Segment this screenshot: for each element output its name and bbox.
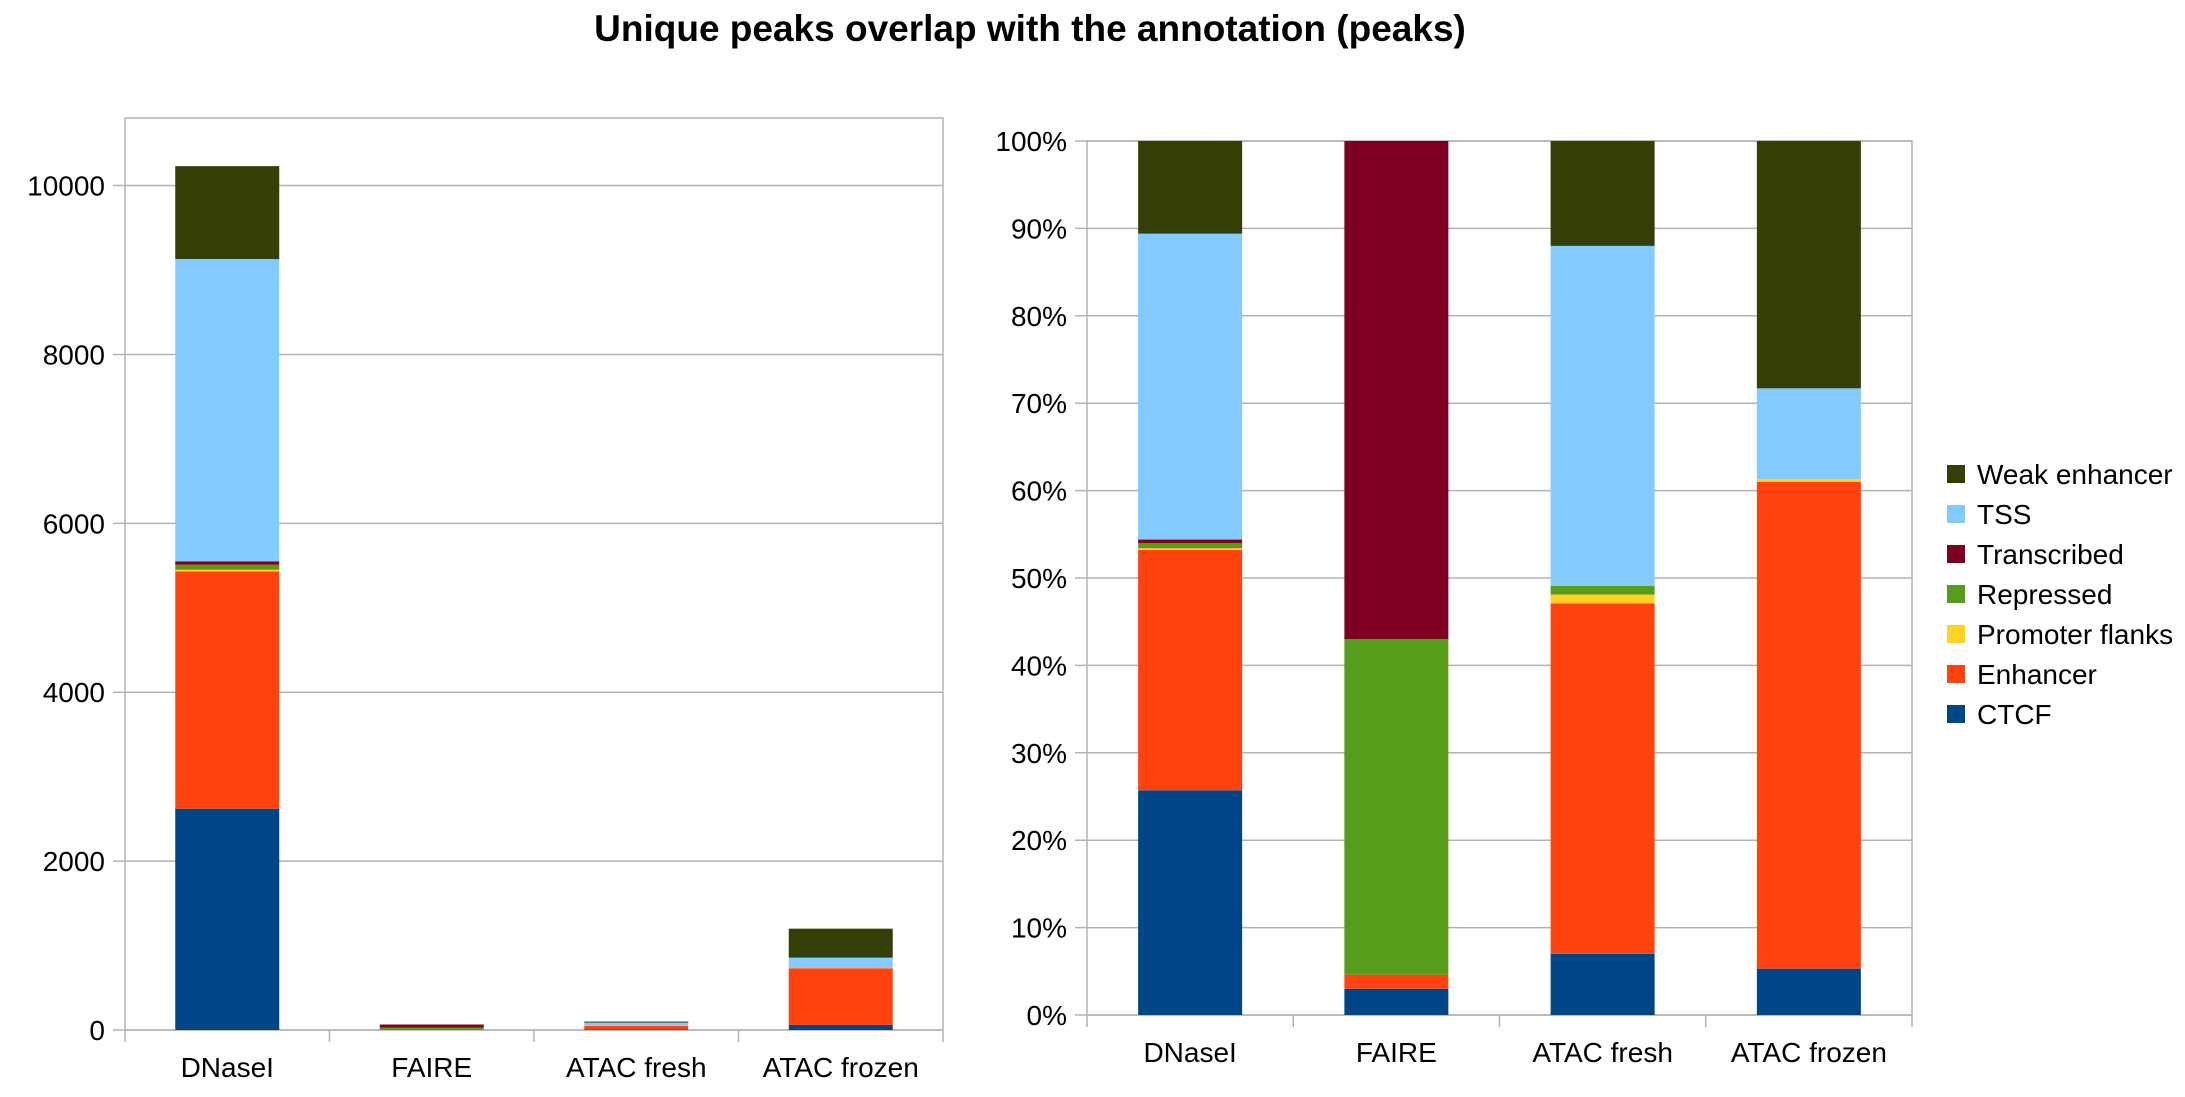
bar-right-atac-frozen-tss [1756, 388, 1861, 480]
x-category-label-right: FAIRE [1356, 1037, 1437, 1068]
bar-left-dnasei-enhancer [175, 571, 280, 809]
bar-right-dnasei-weak-enhancer [1138, 141, 1243, 234]
legend-label-weak-enhancer: Weak enhancer [1977, 459, 2173, 490]
bar-right-dnasei-ctcf [1138, 790, 1243, 1015]
bar-right-faire-enhancer [1344, 974, 1449, 989]
bar-right-faire-transcribed [1344, 141, 1449, 640]
legend-label-repressed: Repressed [1977, 579, 2112, 610]
y-tick-label-right: 70% [1011, 388, 1067, 419]
bar-left-faire-transcribed [379, 1024, 484, 1028]
bar-left-atac-fresh-tss [584, 1022, 689, 1026]
bar-right-atac-frozen-promoter-flanks [1756, 479, 1861, 482]
absolute-stacked-bar-chart: 0 2000 4000 6000 8000 10000 DNaseI FAIRE ATAC fr… [27, 117, 944, 1083]
bar-left-dnasei-ctcf [175, 808, 280, 1030]
bar-right-atac-fresh-repressed [1550, 585, 1655, 595]
bar-right-faire-repressed [1344, 639, 1449, 975]
legend-swatch-ctcf [1947, 705, 1965, 723]
chart-title: Unique peaks overlap with the annotation… [594, 8, 1466, 49]
x-category-label-left: FAIRE [391, 1052, 472, 1083]
y-tick-label-right: 100% [995, 126, 1067, 157]
x-category-label-left: ATAC frozen [763, 1052, 919, 1083]
bar-right-atac-frozen-weak-enhancer [1756, 141, 1861, 389]
bar-left-dnasei-tss [175, 259, 280, 562]
y-tick-label-right: 30% [1011, 738, 1067, 769]
bar-left-atac-frozen-tss [788, 957, 893, 969]
y-tick-label-right: 90% [1011, 213, 1067, 244]
bar-right-atac-fresh-enhancer [1550, 603, 1655, 954]
legend-swatch-weak-enhancer [1947, 465, 1965, 483]
legend: Weak enhancer TSS Transcribed Repressed Prom… [1947, 459, 2173, 730]
y-tick-label-left: 6000 [43, 508, 105, 539]
legend-swatch-repressed [1947, 585, 1965, 603]
bar-right-atac-fresh-tss [1550, 245, 1655, 586]
bar-left-atac-frozen-enhancer [788, 968, 893, 1025]
y-tick-label-right: 0% [1027, 1000, 1067, 1031]
bar-right-atac-fresh-promoter-flanks [1550, 594, 1655, 604]
bar-right-faire-ctcf [1344, 988, 1449, 1015]
bar-right-dnasei-tss [1138, 233, 1243, 540]
bar-left-atac-frozen-ctcf [788, 1024, 893, 1030]
y-tick-label-left: 4000 [43, 677, 105, 708]
legend-swatch-tss [1947, 505, 1965, 523]
legend-label-promoter-flanks: Promoter flanks [1977, 619, 2173, 650]
x-category-label-left: DNaseI [181, 1052, 274, 1083]
bar-left-atac-fresh-enhancer [584, 1026, 689, 1030]
y-tick-label-left: 8000 [43, 339, 105, 370]
y-tick-label-right: 40% [1011, 650, 1067, 681]
bar-left-atac-fresh-ctcf [584, 1029, 689, 1030]
y-tick-label-left: 2000 [43, 846, 105, 877]
bar-right-dnasei-promoter-flanks [1138, 548, 1243, 551]
bar-right-atac-frozen-ctcf [1756, 968, 1861, 1015]
bar-right-dnasei-repressed [1138, 543, 1243, 549]
y-tick-label-left: 0 [89, 1015, 105, 1046]
legend-swatch-enhancer [1947, 665, 1965, 683]
legend-label-tss: TSS [1977, 499, 2031, 530]
bar-right-atac-fresh-ctcf [1550, 953, 1655, 1015]
y-tick-label-right: 50% [1011, 563, 1067, 594]
x-category-label-right: ATAC fresh [1532, 1037, 1673, 1068]
bar-left-atac-frozen-weak-enhancer [788, 928, 893, 958]
y-tick-label-right: 10% [1011, 913, 1067, 944]
legend-label-transcribed: Transcribed [1977, 539, 2124, 570]
y-tick-label-right: 60% [1011, 476, 1067, 507]
legend-label-ctcf: CTCF [1977, 699, 2052, 730]
legend-label-enhancer: Enhancer [1977, 659, 2097, 690]
x-category-label-left: ATAC fresh [566, 1052, 707, 1083]
y-tick-label-right: 20% [1011, 825, 1067, 856]
bar-left-atac-fresh-weak-enhancer [584, 1021, 689, 1023]
bar-left-dnasei-weak-enhancer [175, 166, 280, 260]
x-category-label-right: DNaseI [1143, 1037, 1236, 1068]
bar-left-dnasei-repressed [175, 564, 280, 570]
y-tick-label-left: 10000 [27, 171, 105, 202]
percent-stacked-bar-chart: 0% 10% 20% 30% 40% 50% 60% 70% 80% 90% 100% DNaseI F… [995, 126, 1913, 1068]
legend-swatch-promoter-flanks [1947, 625, 1965, 643]
bar-right-atac-frozen-enhancer [1756, 481, 1861, 969]
bar-right-dnasei-enhancer [1138, 550, 1243, 791]
bar-left-dnasei-transcribed [175, 561, 280, 565]
x-category-label-right: ATAC frozen [1731, 1037, 1887, 1068]
bar-left-dnasei-promoter-flanks [175, 569, 280, 572]
bar-right-dnasei-transcribed [1138, 539, 1243, 544]
y-tick-label-right: 80% [1011, 301, 1067, 332]
bar-right-atac-fresh-weak-enhancer [1550, 141, 1655, 246]
legend-swatch-transcribed [1947, 545, 1965, 563]
bar-left-faire-repressed [379, 1027, 484, 1030]
